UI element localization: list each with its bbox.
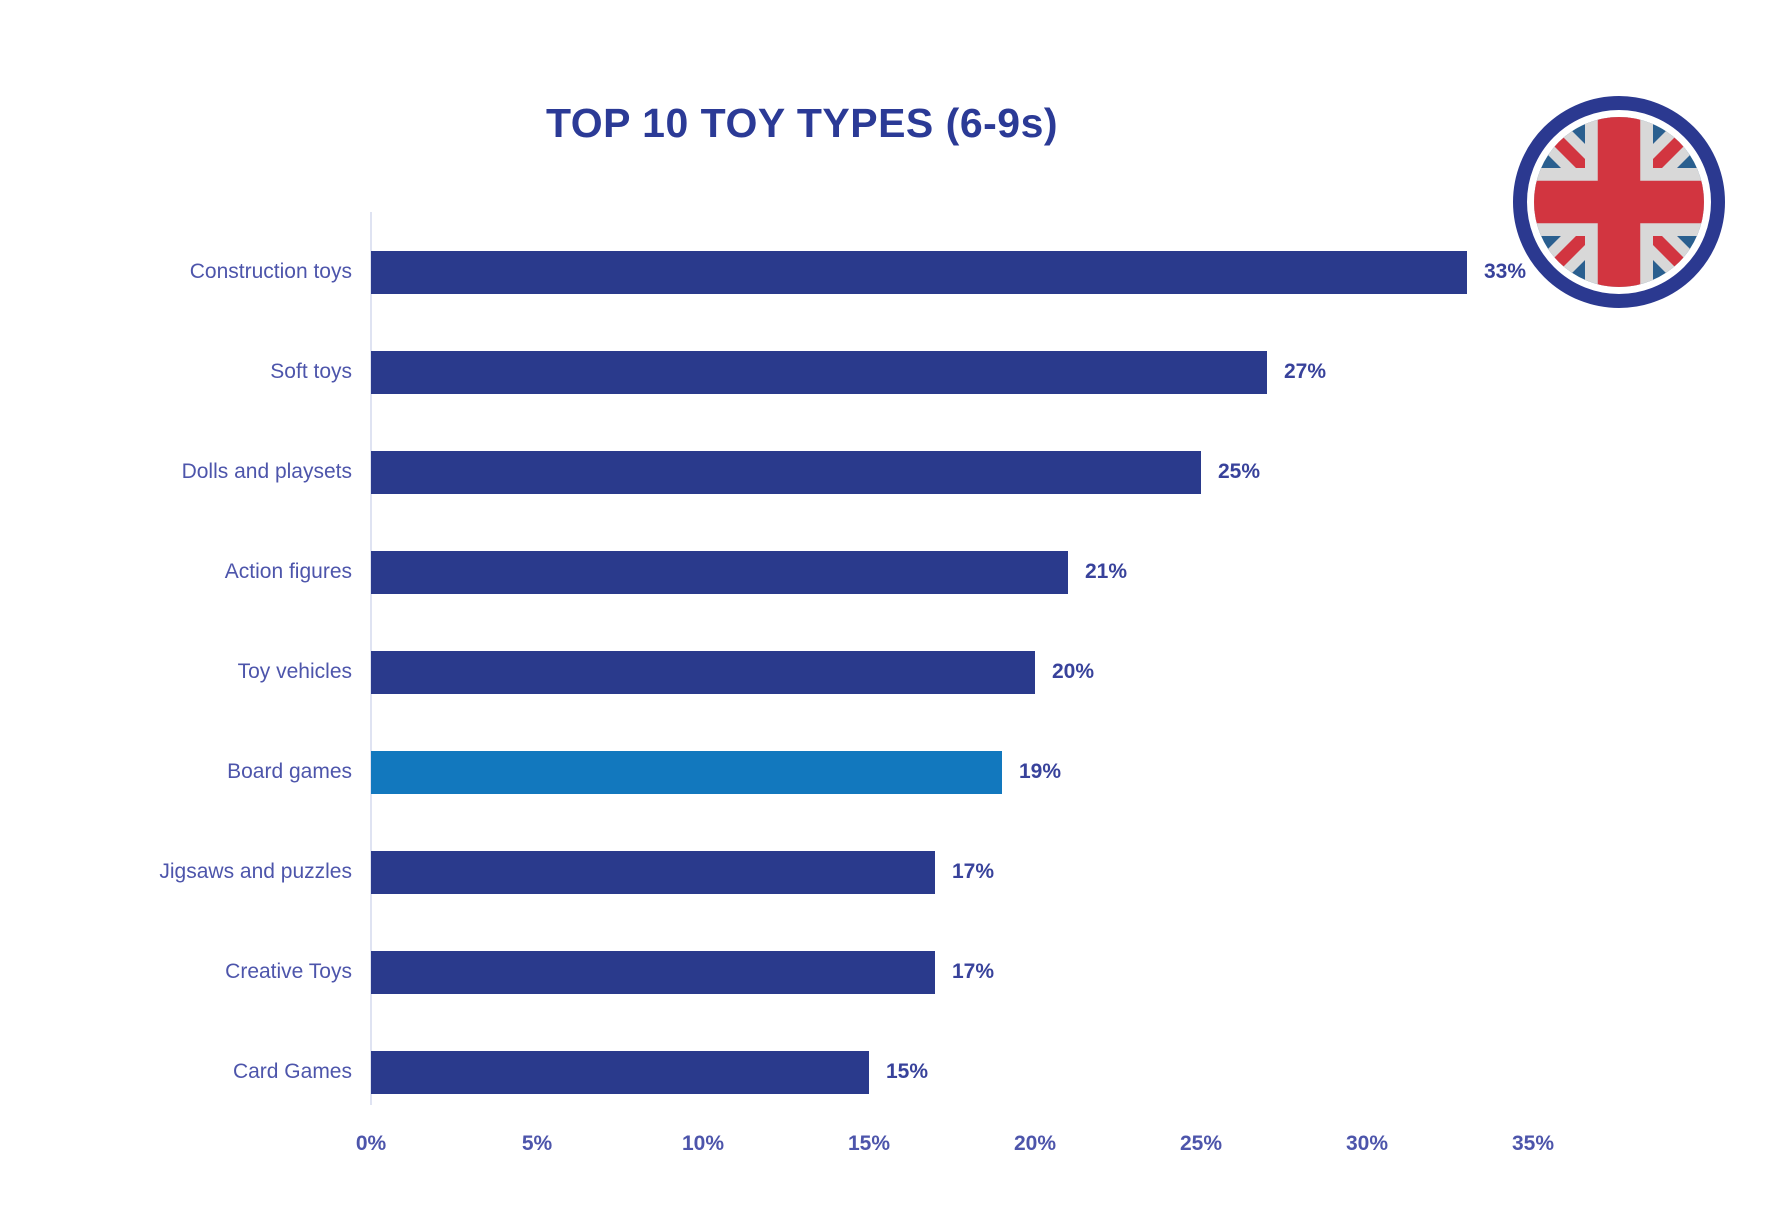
bar-track: 25% [371, 450, 1261, 494]
bar-track: 21% [371, 550, 1128, 594]
bar [371, 350, 1267, 394]
bar-track: 15% [371, 1050, 929, 1094]
category-label: Action figures [224, 560, 352, 583]
x-axis-tick-label: 30% [1345, 1132, 1389, 1155]
value-label: 25% [1218, 460, 1261, 483]
bar-track: 33% [371, 250, 1527, 294]
x-axis-tick-label: 10% [681, 1132, 725, 1155]
bar [371, 450, 1201, 494]
bar-row: Jigsaws and puzzles 17% [0, 822, 1772, 922]
value-label: 15% [886, 1060, 929, 1083]
value-label: 17% [952, 960, 995, 983]
value-label: 20% [1052, 660, 1095, 683]
category-label: Toy vehicles [237, 660, 352, 683]
bar-row: Construction toys 33% [0, 222, 1772, 322]
category-label: Jigsaws and puzzles [159, 860, 352, 883]
bar-track: 17% [371, 950, 995, 994]
bar-row: Action figures 21% [0, 522, 1772, 622]
bar-row: Toy vehicles 20% [0, 622, 1772, 722]
bar-track: 27% [371, 350, 1327, 394]
category-label: Board games [227, 760, 352, 783]
union-jack-graphic [1534, 117, 1704, 287]
bar [371, 950, 935, 994]
chart-title: TOP 10 TOY TYPES (6-9s) [545, 100, 1059, 146]
category-label: Soft toys [270, 360, 352, 383]
value-label: 33% [1484, 260, 1527, 283]
value-label: 27% [1284, 360, 1327, 383]
bar-track: 17% [371, 850, 995, 894]
bar [371, 850, 935, 894]
category-label: Dolls and playsets [181, 460, 352, 483]
value-label: 19% [1019, 760, 1062, 783]
bar [371, 550, 1068, 594]
category-label: Creative Toys [225, 960, 352, 983]
bar-row: Creative Toys 17% [0, 922, 1772, 1022]
bar-row: Card Games 15% [0, 1022, 1772, 1122]
x-axis-tick-label: 0% [355, 1132, 387, 1155]
bar-row: Board games 19% [0, 722, 1772, 822]
category-label: Construction toys [189, 260, 352, 283]
value-label: 21% [1085, 560, 1128, 583]
x-axis-tick-label: 25% [1179, 1132, 1223, 1155]
value-label: 17% [952, 860, 995, 883]
bar-track: 19% [371, 750, 1062, 794]
x-axis-tick-label: 15% [847, 1132, 891, 1155]
x-axis-tick-label: 20% [1013, 1132, 1057, 1155]
uk-flag-icon [1513, 96, 1725, 308]
bar [371, 1050, 869, 1094]
x-axis-tick-label: 35% [1511, 1132, 1555, 1155]
x-axis: 0% 5% 10% 15% 20% 25% 30% 35% [0, 1132, 1772, 1172]
bar-row: Dolls and playsets 25% [0, 422, 1772, 522]
category-label: Card Games [232, 1060, 352, 1083]
bar-track: 20% [371, 650, 1095, 694]
bar [371, 650, 1035, 694]
bar-row: Soft toys 27% [0, 322, 1772, 422]
x-axis-tick-label: 5% [521, 1132, 553, 1155]
bar [371, 250, 1467, 294]
bar-highlighted [371, 750, 1002, 794]
